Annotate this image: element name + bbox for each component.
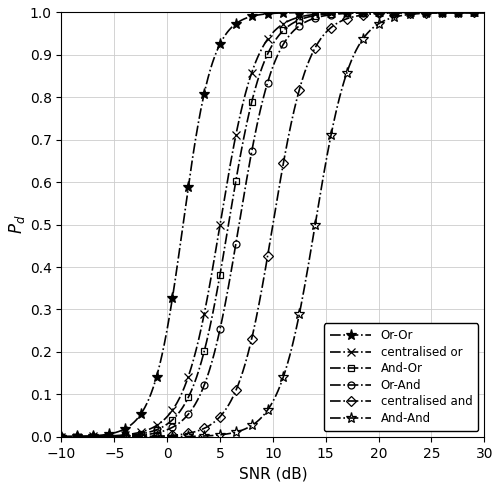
X-axis label: SNR (dB): SNR (dB) xyxy=(238,466,307,481)
Legend: Or-Or, centralised or, And-Or, Or-And, centralised and, And-And: Or-Or, centralised or, And-Or, Or-And, c… xyxy=(324,324,478,431)
Y-axis label: $P_d$: $P_d$ xyxy=(7,215,27,234)
